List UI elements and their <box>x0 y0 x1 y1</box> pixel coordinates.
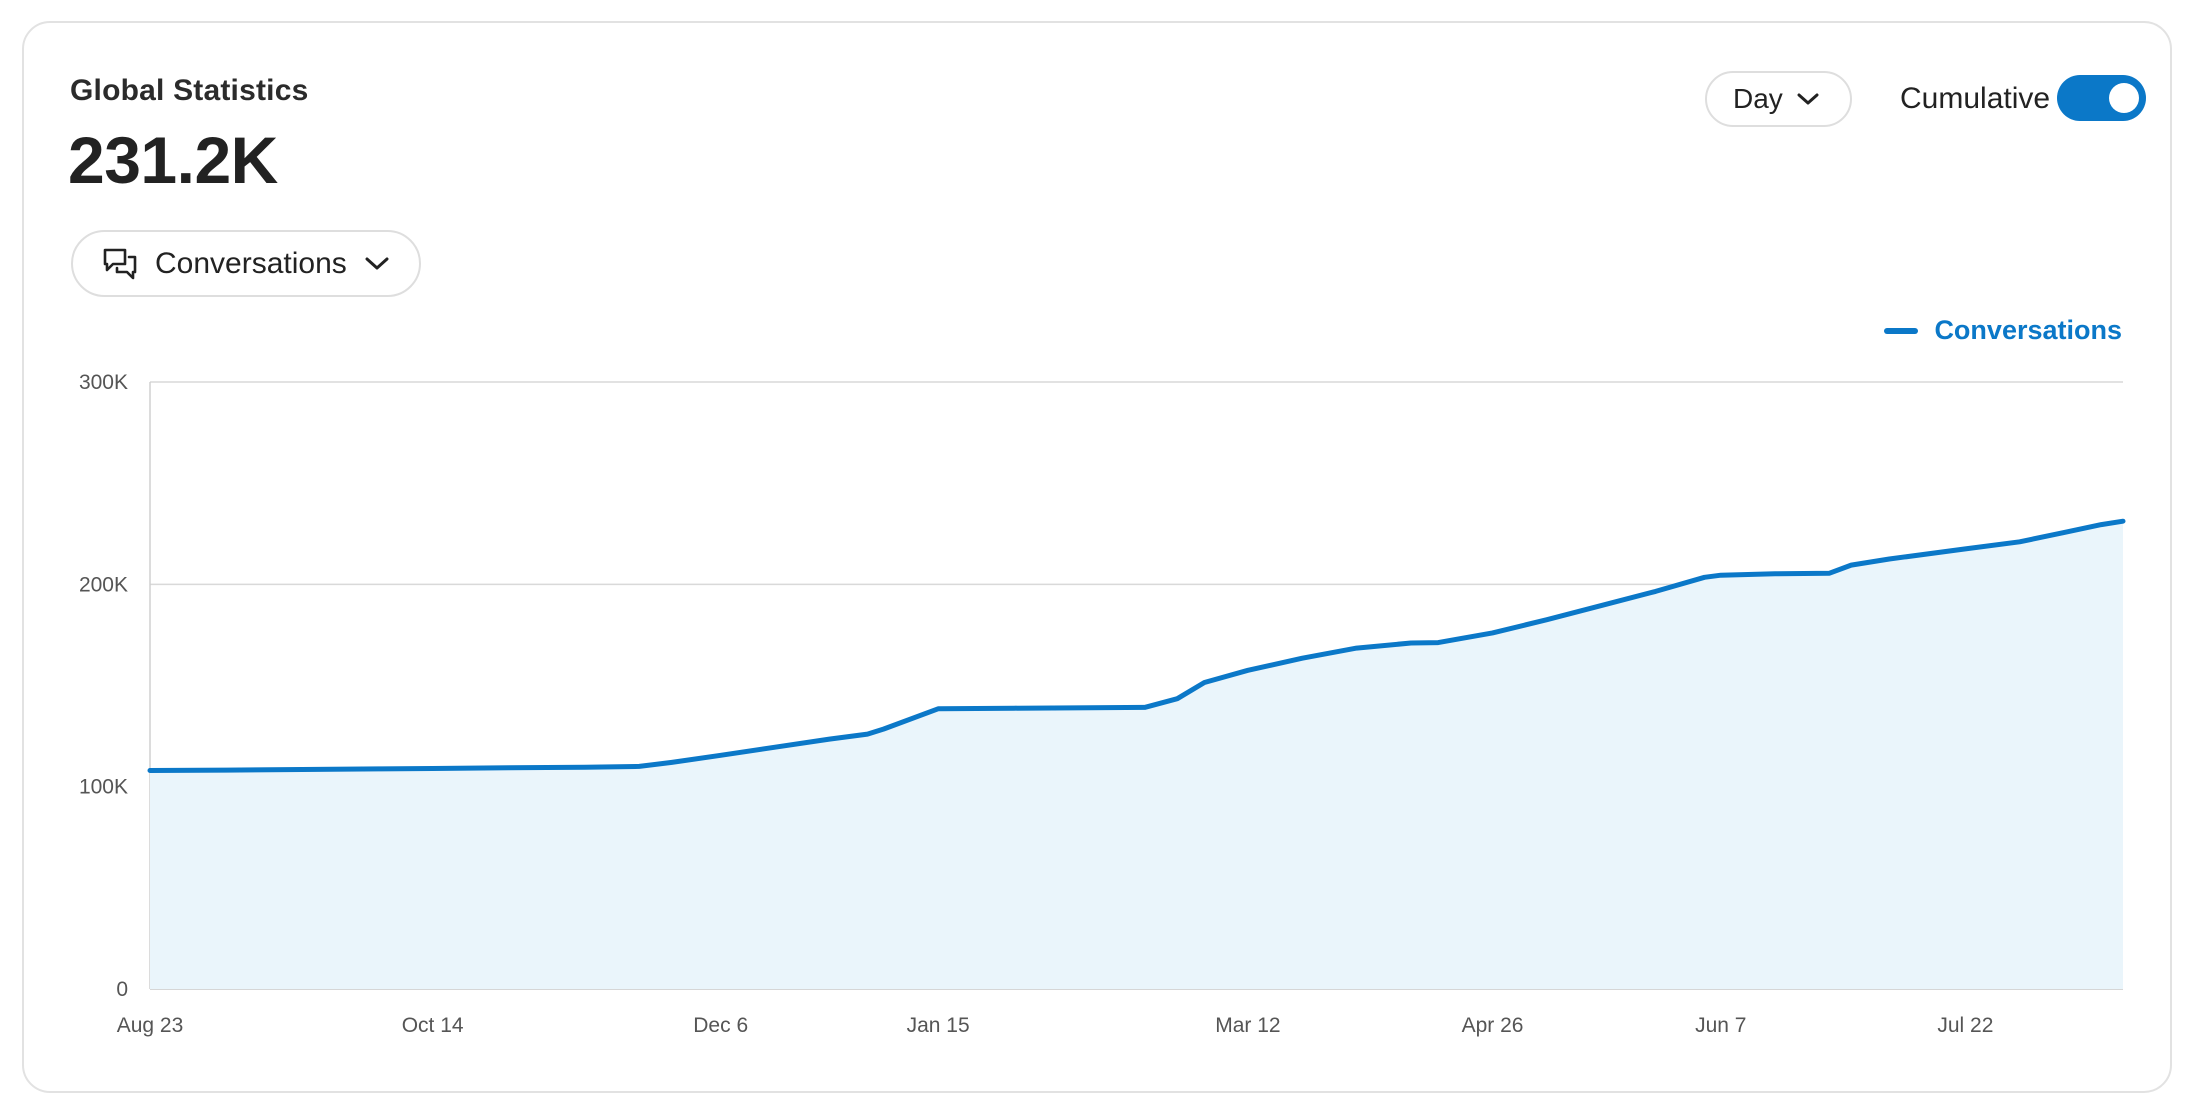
x-tick-label: Apr 26 <box>1462 1014 1524 1037</box>
x-tick-label: Mar 12 <box>1215 1014 1280 1037</box>
chart-legend: Conversations <box>1884 315 2122 346</box>
metric-dropdown[interactable]: Conversations <box>71 230 421 297</box>
metric-dropdown-label: Conversations <box>155 246 347 280</box>
x-tick-label: Jul 22 <box>1937 1014 1993 1037</box>
x-tick-label: Dec 6 <box>693 1014 748 1037</box>
series-area <box>150 521 2123 989</box>
card-title: Global Statistics <box>70 74 309 107</box>
x-tick-label: Jun 7 <box>1695 1014 1746 1037</box>
cumulative-toggle[interactable] <box>2057 75 2146 121</box>
series-line <box>147 518 2126 773</box>
toggle-knob <box>2109 83 2139 113</box>
period-dropdown-label: Day <box>1733 83 1783 114</box>
x-tick-label: Oct 14 <box>402 1014 464 1037</box>
chevron-down-icon <box>365 257 389 271</box>
y-tick-label: 100K <box>79 776 128 799</box>
x-tick-label: Jan 15 <box>907 1014 970 1037</box>
legend-swatch <box>1884 327 1919 334</box>
period-dropdown[interactable]: Day <box>1705 71 1852 127</box>
chat-bubbles-icon <box>101 244 141 284</box>
y-tick-label: 200K <box>79 573 128 596</box>
chevron-down-icon <box>1797 93 1819 106</box>
total-value: 231.2K <box>68 123 278 197</box>
y-tick-label: 300K <box>79 371 128 394</box>
y-tick-label: 0 <box>116 978 128 1001</box>
x-tick-label: Aug 23 <box>117 1014 184 1037</box>
legend-label: Conversations <box>1934 315 2122 345</box>
cumulative-label: Cumulative <box>1900 82 2051 115</box>
